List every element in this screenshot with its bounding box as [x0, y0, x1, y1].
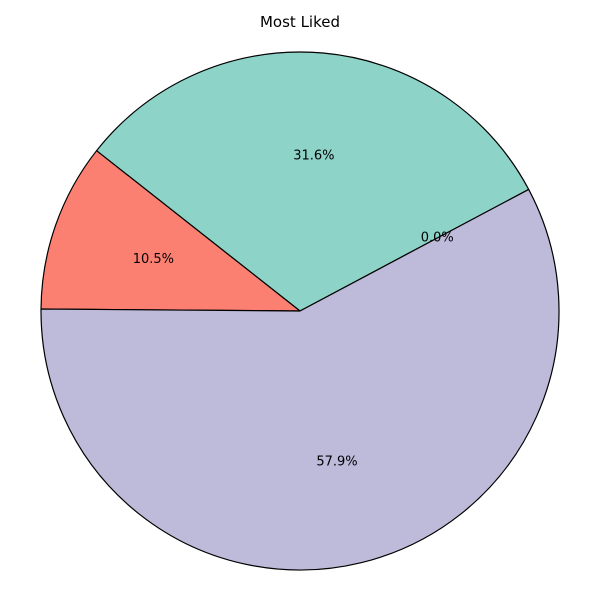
- slice-percent-label: 10.5%: [133, 252, 174, 267]
- pie-slice: [40, 188, 560, 571]
- pie-slices: [40, 51, 560, 571]
- slice-percent-label: 31.6%: [293, 149, 334, 164]
- slice-percent-label: 0.0%: [421, 231, 454, 246]
- chart-title: Most Liked: [259, 13, 340, 31]
- pie-labels: 0.0% 31.6% 10.5% 57.9%: [133, 149, 454, 470]
- slice-percent-label: 57.9%: [316, 454, 357, 469]
- pie-slice: [40, 150, 301, 312]
